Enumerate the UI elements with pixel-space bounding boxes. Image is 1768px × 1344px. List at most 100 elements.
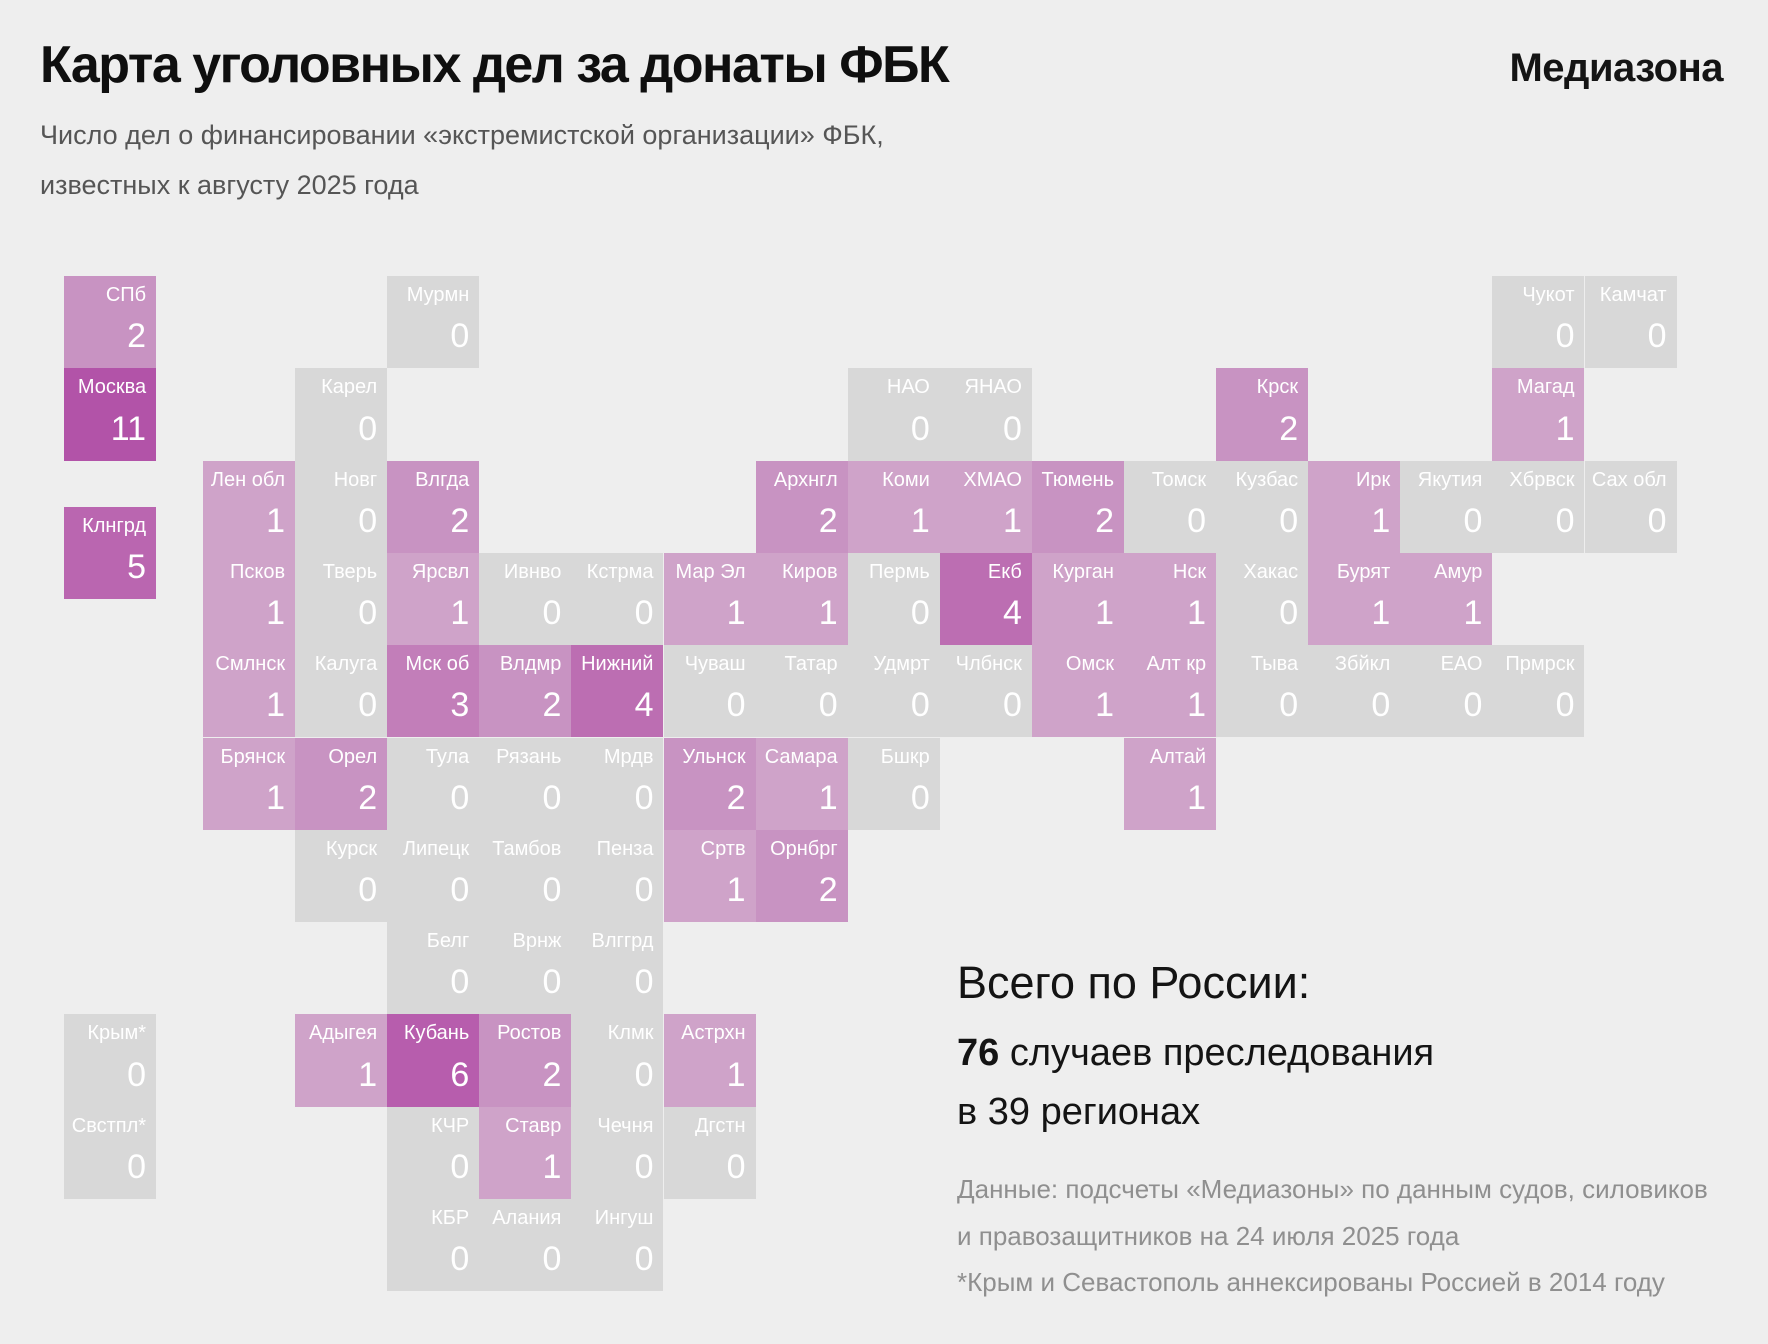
region-value: 1 (542, 1147, 562, 1186)
region-label: Чечня (597, 1114, 654, 1137)
summary-block: Всего по России: 76 случаев преследовани… (957, 956, 1434, 1142)
region-value: 0 (1555, 317, 1575, 356)
region-label: Хакас (1243, 560, 1299, 583)
region-label: Тамбов (492, 837, 562, 860)
region-label: Врнж (512, 930, 562, 953)
map-tile: Калуга 0 (295, 645, 388, 738)
region-label: Амур (1434, 560, 1483, 583)
region-value: 0 (1279, 686, 1299, 725)
map-tile: Ингуш 0 (571, 1199, 664, 1292)
region-value: 0 (910, 409, 930, 448)
map-tile: Кстрма 0 (571, 552, 664, 646)
map-tile: Збйкл 0 (1308, 645, 1401, 738)
region-label: Бшкр (880, 745, 930, 768)
summary-total-suffix: случаев преследования (999, 1032, 1435, 1074)
map-tile: Влггрд 0 (571, 922, 664, 1015)
map-tile: Хакас 0 (1216, 552, 1309, 646)
region-label: Камчат (1599, 284, 1667, 306)
footnotes-block: Данные: подсчеты «Медиазоны» по данным с… (957, 1166, 1708, 1306)
region-value: 0 (542, 963, 562, 1002)
region-label: Киров (781, 560, 838, 583)
region-value: 2 (542, 686, 562, 725)
map-tile: НАО 0 (847, 368, 940, 461)
region-value: 1 (1002, 501, 1022, 540)
map-tile: Магад 1 (1492, 368, 1585, 461)
region-label: Кубань (403, 1022, 470, 1045)
region-value: 1 (818, 594, 838, 633)
map-tile: ЕАО 0 (1400, 645, 1493, 738)
region-value: 2 (726, 778, 746, 817)
map-tile: Камчат 0 (1584, 276, 1677, 369)
region-label: Чукот (1522, 284, 1575, 306)
region-value: 2 (1095, 501, 1114, 540)
region-value: 1 (1187, 686, 1207, 725)
region-value: 1 (1371, 501, 1391, 540)
map-tile: Татар 0 (755, 645, 848, 738)
region-value: 0 (1187, 501, 1207, 540)
region-value: 0 (910, 594, 930, 633)
region-label: Свстпл* (71, 1114, 147, 1137)
region-label: Алт кр (1146, 653, 1207, 676)
map-tile: Брянск 1 (203, 737, 296, 830)
region-value: 0 (127, 1147, 147, 1186)
footnote-crimea: *Крым и Севастополь аннексированы Россие… (957, 1267, 1665, 1297)
region-value: 0 (358, 871, 378, 910)
region-value: 0 (1371, 686, 1391, 725)
region-label: ЕАО (1440, 653, 1483, 676)
region-value: 0 (450, 778, 470, 817)
region-value: 0 (634, 871, 654, 910)
region-value: 0 (910, 778, 930, 817)
map-tile: Тюмень 2 (1031, 460, 1124, 553)
region-value: 1 (818, 778, 838, 817)
region-value: 0 (358, 409, 378, 448)
region-value: 4 (1002, 594, 1022, 633)
region-value: 1 (266, 501, 286, 540)
region-value: 1 (726, 594, 746, 633)
map-tile: Ульнск 2 (663, 737, 756, 830)
region-label: Тыва (1250, 653, 1299, 676)
map-tile: Бшкр 0 (847, 737, 940, 830)
summary-total: 76 (957, 1032, 1000, 1074)
map-tile: Врнж 0 (479, 922, 572, 1015)
subtitle-line-1: Число дел о финансировании «экстремистск… (40, 120, 884, 150)
map-tile: Чечня 0 (571, 1106, 664, 1199)
region-label: Клнгрд (82, 514, 147, 537)
region-label: Алания (492, 1207, 562, 1229)
map-tile: СПб 2 (64, 276, 157, 369)
region-label: Москва (77, 376, 147, 399)
region-value: 0 (634, 778, 654, 817)
summary-heading: Всего по России: (957, 957, 1311, 1008)
subtitle-line-2: известных к августу 2025 года (40, 170, 419, 200)
region-value: 0 (1279, 501, 1299, 540)
map-tile: КЧР 0 (387, 1106, 480, 1199)
region-value: 1 (1555, 409, 1575, 448)
region-value: 6 (450, 1055, 470, 1094)
region-value: 1 (726, 1055, 746, 1094)
map-tile: ЯНАО 0 (939, 368, 1032, 461)
region-label: Ульнск (682, 745, 746, 768)
region-label: КЧР (430, 1114, 470, 1137)
region-label: Самара (764, 745, 838, 768)
region-value: 2 (818, 871, 838, 910)
region-value: 0 (1002, 409, 1022, 448)
region-value: 0 (1463, 501, 1483, 540)
region-label: Ингуш (594, 1207, 654, 1229)
region-value: 0 (1647, 317, 1667, 356)
map-tile: Белг 0 (387, 922, 480, 1015)
region-label: Сах обл (1591, 468, 1667, 491)
region-label: Омск (1065, 653, 1114, 676)
region-label: Псков (229, 560, 286, 583)
region-label: Екб (987, 560, 1022, 583)
region-label: Кузбас (1235, 468, 1299, 491)
region-value: 1 (266, 686, 286, 725)
region-label: КБР (431, 1207, 470, 1229)
map-tile: Ярсвл 1 (387, 552, 480, 646)
region-value: 1 (1371, 594, 1391, 633)
region-label: ЯНАО (964, 376, 1022, 399)
region-value: 5 (127, 548, 147, 587)
region-label: Татар (784, 653, 838, 676)
map-tile: Пенза 0 (571, 829, 664, 923)
region-value: 1 (910, 501, 930, 540)
region-value: 0 (542, 778, 562, 817)
